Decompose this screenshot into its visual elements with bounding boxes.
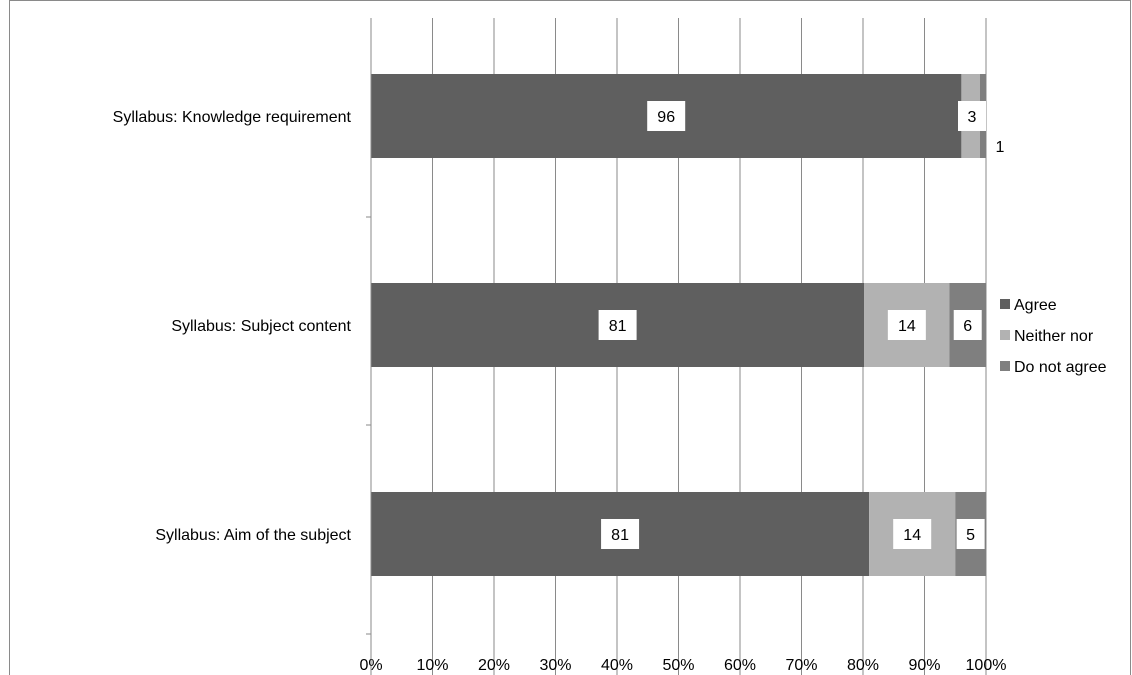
legend-swatch xyxy=(1000,330,1010,340)
data-label: 1 xyxy=(996,139,1005,156)
x-tick-label: 10% xyxy=(416,657,448,674)
x-tick-label: 60% xyxy=(724,657,756,674)
x-tick-label: 0% xyxy=(359,657,382,674)
data-label-box xyxy=(887,310,926,340)
data-label: 14 xyxy=(903,527,921,544)
data-label: 96 xyxy=(657,109,675,126)
category-label: Syllabus: Aim of the subject xyxy=(155,527,351,544)
data-label-box xyxy=(956,519,985,549)
x-tick-label: 50% xyxy=(662,657,694,674)
legend-swatch xyxy=(1000,299,1010,309)
x-tick-label: 100% xyxy=(966,657,1007,674)
data-label: 81 xyxy=(611,527,629,544)
chart-area xyxy=(9,0,1131,675)
x-tick-label: 30% xyxy=(539,657,571,674)
data-label-box xyxy=(958,101,986,131)
data-label: 3 xyxy=(968,109,977,126)
data-label-box xyxy=(601,519,640,549)
data-label-box xyxy=(598,310,637,340)
x-tick-label: 80% xyxy=(847,657,879,674)
data-label-box xyxy=(893,519,932,549)
x-tick-label: 90% xyxy=(908,657,940,674)
legend-label: Do not agree xyxy=(1014,359,1107,376)
x-tick-label: 70% xyxy=(785,657,817,674)
x-tick-label: 20% xyxy=(478,657,510,674)
category-label: Syllabus: Subject content xyxy=(171,318,351,335)
data-label: 14 xyxy=(898,318,916,335)
data-label-box xyxy=(647,101,686,131)
x-tick-label: 40% xyxy=(601,657,633,674)
legend-label: Agree xyxy=(1014,297,1057,314)
data-label: 81 xyxy=(609,318,627,335)
legend-label: Neither nor xyxy=(1014,328,1094,345)
legend-swatch xyxy=(1000,361,1010,371)
data-label: 6 xyxy=(963,318,972,335)
data-label-box xyxy=(953,310,982,340)
category-label: Syllabus: Knowledge requirement xyxy=(113,109,352,126)
data-label: 5 xyxy=(966,527,975,544)
